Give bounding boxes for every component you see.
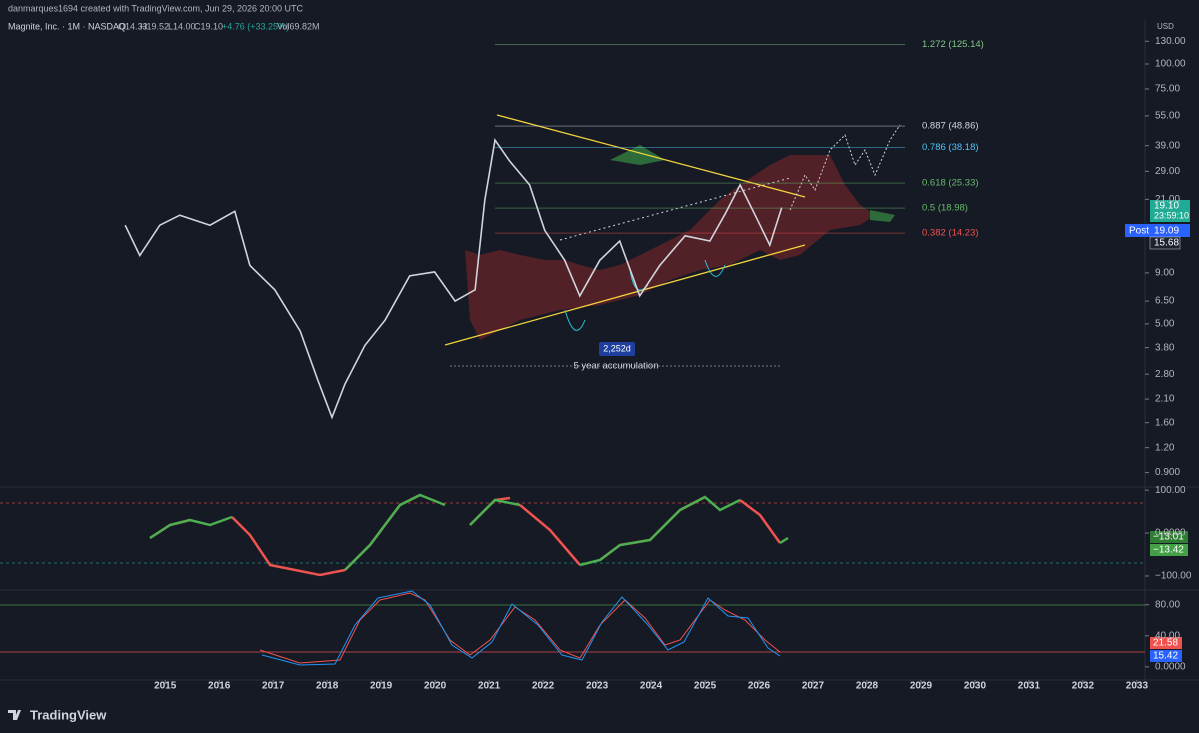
stoch-value: 21.58 [1153, 638, 1178, 649]
price-badge-text: 19.10 [1154, 201, 1179, 212]
x-tick-label: 2021 [478, 681, 501, 692]
logo-icon [8, 710, 21, 720]
fib-label: 0.887 (48.86) [922, 121, 979, 132]
y-tick-label: 21.00 [1155, 194, 1180, 205]
y-tick-label: 3.80 [1155, 342, 1175, 353]
symbol: Magnite, Inc. · 1M · NASDAQ [8, 21, 126, 31]
ma-badge [1149, 236, 1181, 250]
post-badge [1150, 224, 1190, 237]
cloud [465, 155, 875, 340]
cloud-green [610, 145, 665, 165]
y-tick-label: 2.80 [1155, 369, 1175, 380]
ohlc-value: Vol69.82M [277, 21, 320, 31]
y-tick-label: 75.00 [1155, 84, 1180, 95]
fib-label: 0.618 (25.33) [922, 178, 979, 189]
y-tick-label: 1.60 [1155, 417, 1175, 428]
osc-badge [1150, 544, 1188, 556]
y-tick-label: 5.00 [1155, 318, 1175, 329]
price-badge [1150, 200, 1190, 222]
x-tick-label: 2033 [1126, 681, 1149, 692]
x-tick-label: 2022 [532, 681, 555, 692]
ohlc-value: O14.33 [118, 21, 148, 31]
duration: 2,252d [603, 343, 631, 353]
duration-box [599, 342, 635, 356]
trendline [444, 244, 806, 346]
y-tick-label: 29.00 [1155, 166, 1180, 177]
stoch-badge [1150, 650, 1182, 662]
y-tick-label: 100.00 [1155, 485, 1186, 496]
trendline [496, 114, 806, 198]
x-tick-label: 2018 [316, 681, 339, 692]
ohlc-value: L14.00 [168, 21, 196, 31]
y-tick-label: 1.20 [1155, 442, 1175, 453]
x-tick-label: 2026 [748, 681, 771, 692]
x-tick-label: 2020 [424, 681, 447, 692]
x-tick-label: 2019 [370, 681, 393, 692]
stoch-badge [1150, 637, 1182, 649]
cloud-green [870, 210, 895, 222]
oscillator [149, 493, 789, 571]
annotation: 5 year accumulation [573, 361, 658, 372]
y-tick-label: 0.900 [1155, 467, 1180, 478]
y-tick-label: −100.00 [1155, 571, 1192, 582]
x-tick-label: 2027 [802, 681, 825, 692]
logo: TradingView [30, 707, 107, 722]
x-tick-label: 2017 [262, 681, 285, 692]
x-tick-label: 2016 [208, 681, 231, 692]
x-tick-label: 2028 [856, 681, 879, 692]
fib-label: 0.786 (38.18) [922, 142, 979, 153]
currency: USD [1157, 22, 1174, 31]
osc-value: −13.42 [1153, 545, 1184, 556]
y-tick-label: 2.10 [1155, 394, 1175, 405]
fib-label: 1.272 (125.14) [922, 39, 984, 50]
y-tick-label: 55.00 [1155, 111, 1180, 122]
y-tick-label: 39.00 [1155, 140, 1180, 151]
y-tick-label: 100.00 [1155, 59, 1186, 70]
y-tick-label: 130.00 [1155, 36, 1186, 47]
x-tick-label: 2029 [910, 681, 933, 692]
stoch-line [261, 590, 781, 666]
ohlc-value: +4.76 (+33.25%) [222, 21, 289, 31]
x-tick-label: 2032 [1072, 681, 1095, 692]
y-tick-label: 6.50 [1155, 296, 1175, 307]
fib-label: 0.5 (18.98) [922, 203, 968, 214]
ohlc-value: C19.10 [194, 21, 223, 31]
y-tick-label: 40.00 [1155, 630, 1180, 641]
y-tick-label: 80.00 [1155, 599, 1180, 610]
stoch-value: 15.42 [1153, 651, 1178, 662]
countdown: 23:59:10 [1154, 210, 1189, 220]
x-tick-label: 2030 [964, 681, 987, 692]
x-tick-label: 2031 [1018, 681, 1041, 692]
y-tick-label: 0.0000 [1155, 661, 1186, 672]
x-tick-label: 2024 [640, 681, 663, 692]
x-tick-label: 2023 [586, 681, 609, 692]
y-tick-label: 0.0000 [1155, 528, 1186, 539]
curve [564, 309, 586, 331]
price-line [124, 138, 783, 420]
osc-badge [1150, 531, 1188, 543]
ohlc-value: H19.52 [140, 21, 169, 31]
curve [704, 259, 726, 277]
x-tick-label: 2025 [694, 681, 717, 692]
osc-value: −13.01 [1153, 532, 1184, 543]
x-tick-label: 2015 [154, 681, 177, 692]
post-price: 19.09 [1154, 226, 1179, 237]
fib-label: 0.382 (14.23) [922, 228, 979, 239]
credit: danmarques1694 created with TradingView.… [8, 3, 304, 13]
y-tick-label: 9.00 [1155, 268, 1175, 279]
ma-value: 15.68 [1154, 238, 1179, 249]
post-label [1125, 224, 1150, 237]
post-text: Post [1129, 226, 1149, 237]
